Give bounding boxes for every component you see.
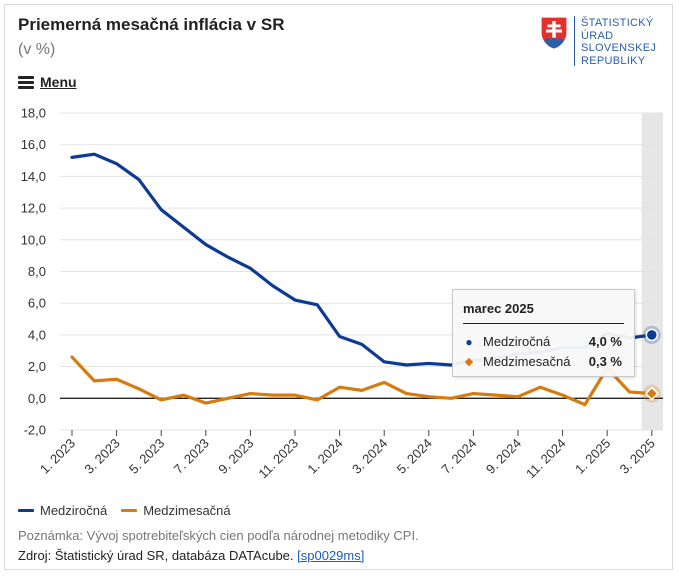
chart-note: Poznámka: Vývoj spotrebiteľských cien po…	[18, 528, 419, 543]
y-tick-label: 4,0	[28, 327, 46, 342]
x-tick-label: 5. 2024	[394, 436, 435, 477]
x-tick-label: 7. 2024	[438, 436, 479, 477]
tooltip: marec 2025 ● Medziročná 4,0 % ◆ Medzimes…	[452, 289, 635, 377]
x-tick-label: 11. 2023	[255, 436, 301, 482]
x-tick-label: 9. 2024	[483, 436, 524, 477]
x-tick-label: 3. 2025	[617, 436, 658, 477]
y-tick-label: -2,0	[24, 423, 46, 438]
y-tick-label: 8,0	[28, 264, 46, 279]
legend-swatch-yoy	[18, 509, 34, 512]
x-tick-label: 1. 2025	[572, 436, 613, 477]
x-tick-label: 11. 2024	[523, 436, 569, 482]
x-tick-label: 9. 2023	[215, 436, 256, 477]
highlight-point-mom	[644, 386, 659, 401]
statistical-office-logo[interactable]: ŠTATISTICKÝ ÚRAD SLOVENSKEJ REPUBLIKY	[540, 16, 656, 67]
menu-label: Menu	[40, 74, 77, 90]
chart-subtitle: (v %)	[18, 41, 56, 58]
hamburger-icon	[18, 76, 34, 89]
tooltip-divider	[463, 323, 624, 324]
menu-button[interactable]: Menu	[18, 74, 77, 90]
highlight-point-yoy	[645, 328, 659, 342]
chart-title: Priemerná mesačná inflácia v SR	[18, 15, 285, 34]
tooltip-row-mom: ◆ Medzimesačná 0,3 %	[464, 354, 622, 369]
y-tick-label: 18,0	[21, 106, 46, 121]
y-tick-label: 12,0	[21, 201, 46, 216]
x-tick-label: 3. 2023	[81, 436, 122, 477]
logo-divider	[574, 16, 575, 66]
series-line-mom	[70, 355, 654, 407]
y-tick-label: 2,0	[28, 359, 46, 374]
y-tick-label: 0,0	[28, 391, 46, 406]
tooltip-row-yoy: ● Medziročná 4,0 %	[463, 334, 622, 349]
diamond-marker-icon: ◆	[464, 356, 474, 368]
legend-item-yoy[interactable]: Medziročná	[18, 503, 107, 518]
legend-swatch-mom	[121, 509, 138, 512]
x-tick-label: 5. 2023	[126, 436, 167, 477]
chart-legend: Medziročná Medzimesačná	[18, 503, 245, 518]
circle-marker-icon: ●	[465, 334, 473, 349]
tooltip-heading: marec 2025	[463, 301, 534, 316]
x-tick-label: 7. 2023	[171, 436, 212, 477]
y-tick-label: 10,0	[21, 232, 46, 247]
x-tick-label: 3. 2024	[349, 436, 390, 477]
chart-source: Zdroj: Štatistický úrad SR, databáza DAT…	[18, 548, 365, 563]
x-tick-label: 1. 2023	[37, 436, 78, 477]
logo-text: ŠTATISTICKÝ ÚRAD SLOVENSKEJ REPUBLIKY	[581, 17, 657, 67]
y-tick-label: 6,0	[28, 296, 46, 311]
legend-item-mom[interactable]: Medzimesačná	[121, 503, 231, 518]
y-tick-label: 14,0	[21, 169, 46, 184]
slovak-coat-of-arms-icon	[540, 16, 568, 50]
y-tick-label: 16,0	[21, 137, 46, 152]
x-tick-label: 1. 2024	[304, 436, 345, 477]
source-link[interactable]: [sp0029ms]	[297, 548, 365, 563]
chart-frame	[4, 4, 673, 570]
line-chart[interactable]: 18,016,014,012,010,08,06,04,02,00,0-2,01…	[0, 0, 679, 500]
